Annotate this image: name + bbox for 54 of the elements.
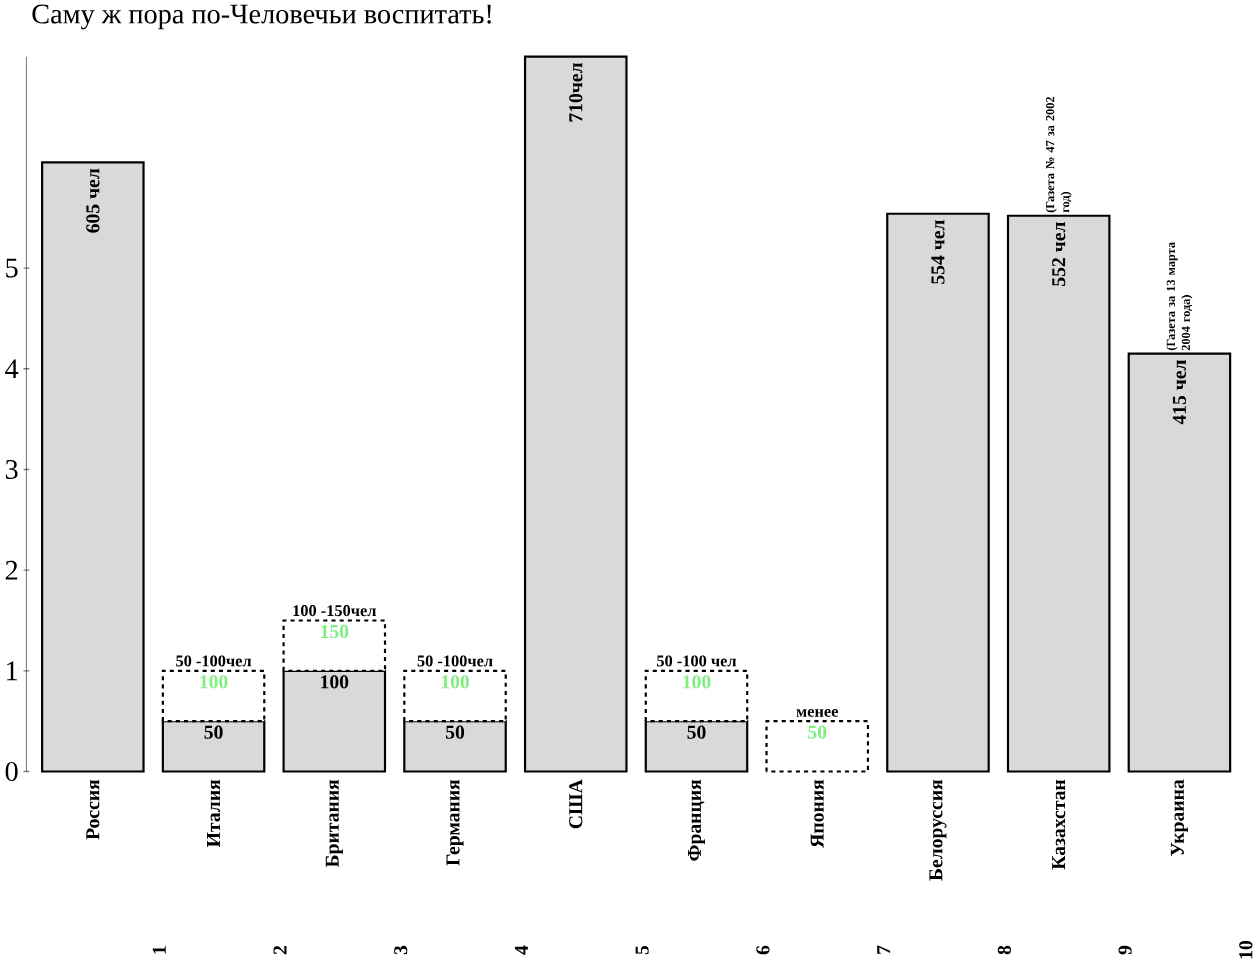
annotation: 50 <box>687 725 706 739</box>
x-tick-label: Япония <box>810 779 824 848</box>
chart-title: Саму ж пора по-Человечьи воспитать! <box>32 4 491 30</box>
annotation: 554 чел <box>931 219 945 284</box>
annotation: 50 -100чел <box>176 655 252 667</box>
bar <box>886 212 990 773</box>
text: 4 <box>514 945 528 955</box>
bar <box>41 161 145 773</box>
text: 9 <box>1118 945 1132 955</box>
annotation: 50 -100 чел <box>657 655 737 667</box>
bar <box>1006 214 1111 773</box>
x-tick-label: Британия <box>325 779 343 867</box>
x-tick-label: Россия <box>86 779 100 840</box>
annotation: 100 <box>683 675 711 689</box>
bar <box>1127 352 1232 773</box>
annotation: 605 чел <box>86 168 100 233</box>
annotation: (Газета за 13 марта 2004 года) <box>1166 242 1193 350</box>
annotation: 100 <box>321 675 349 689</box>
x-tick-label: Казахстан <box>1052 779 1066 870</box>
annotation: (Газета № 47 за 2002 год) <box>1045 96 1072 213</box>
text: 5 <box>635 945 649 954</box>
y-tick-label: 3 <box>5 459 18 479</box>
annotation: 100 <box>200 675 228 689</box>
y-tick-label: 0 <box>5 761 18 781</box>
x-tick-label: США <box>569 779 583 829</box>
annotation: 100 <box>441 675 470 689</box>
x-tick-label: Германия <box>446 779 464 866</box>
annotation: 552 чел <box>1052 221 1066 286</box>
annotation: 150 <box>321 624 349 638</box>
annotation: 710чел <box>569 62 583 122</box>
bar <box>523 55 628 773</box>
text: 7 <box>877 945 891 954</box>
annotation: 100 -150чел <box>293 604 377 616</box>
text: 1 <box>152 945 166 954</box>
y-tick-label: 2 <box>5 560 18 580</box>
y-tick-label: 5 <box>6 258 18 278</box>
annotation: 50 <box>204 725 223 739</box>
annotation: 50 -100чел <box>417 655 493 667</box>
annotation: 50 <box>808 725 827 739</box>
x-tick-label: Белоруссия <box>929 779 947 881</box>
bar <box>765 719 870 773</box>
text: 2 <box>273 945 287 954</box>
annotation: менее <box>796 708 838 717</box>
text: 10 <box>1239 940 1253 959</box>
x-tick-label: Франция <box>687 779 706 861</box>
x-tick-label: Италия <box>207 779 221 847</box>
x-tick-label: Украина <box>1170 779 1188 856</box>
text: 8 <box>997 945 1011 955</box>
annotation: 50 <box>446 725 465 739</box>
y-tick-label: 4 <box>5 359 19 378</box>
y-tick-label: 1 <box>7 661 17 680</box>
annotation: 415 чел <box>1172 359 1187 425</box>
text: 6 <box>756 945 770 955</box>
text: 3 <box>394 945 408 955</box>
